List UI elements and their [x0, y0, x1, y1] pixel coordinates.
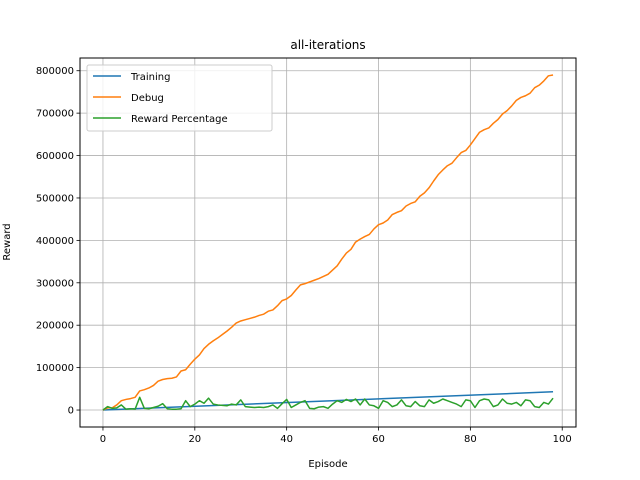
legend: Training Debug Reward Percentage: [86, 64, 273, 132]
x-tick-label: 60: [372, 434, 385, 445]
series-line-2: [102, 74, 554, 411]
y-tick-label: 0: [68, 406, 74, 417]
legend-label: Debug: [131, 93, 164, 104]
y-tick-label: 600000: [36, 151, 74, 162]
series-line-3: [102, 396, 554, 411]
x-tick-label: 100: [553, 434, 572, 445]
series-line-1: [102, 391, 554, 411]
grid: [80, 58, 576, 427]
y-tick-label: 400000: [36, 236, 74, 247]
series-lines: [102, 74, 554, 411]
y-tick-label: 800000: [36, 66, 74, 77]
x-tick-label: 80: [464, 434, 477, 445]
legend-label: Reward Percentage: [131, 114, 228, 125]
y-tick-label: 100000: [36, 363, 74, 374]
y-tick-label: 700000: [36, 109, 74, 120]
x-axis-label: Episode: [308, 459, 347, 470]
axis-ticks: 0 20 40 60 80 100 0 100000 200000 300000 400000 500…: [36, 66, 572, 445]
x-tick-label: 0: [100, 434, 106, 445]
x-tick-label: 40: [280, 434, 293, 445]
y-tick-label: 200000: [36, 321, 74, 332]
legend-label: Training: [130, 72, 170, 83]
y-tick-label: 300000: [36, 278, 74, 289]
y-tick-label: 500000: [36, 193, 74, 204]
plot-frame: [79, 57, 577, 428]
x-tick-label: 20: [188, 434, 201, 445]
chart-title: all-iterations: [290, 38, 365, 52]
legend-box: [86, 64, 273, 132]
y-axis-label: Reward: [2, 223, 13, 260]
